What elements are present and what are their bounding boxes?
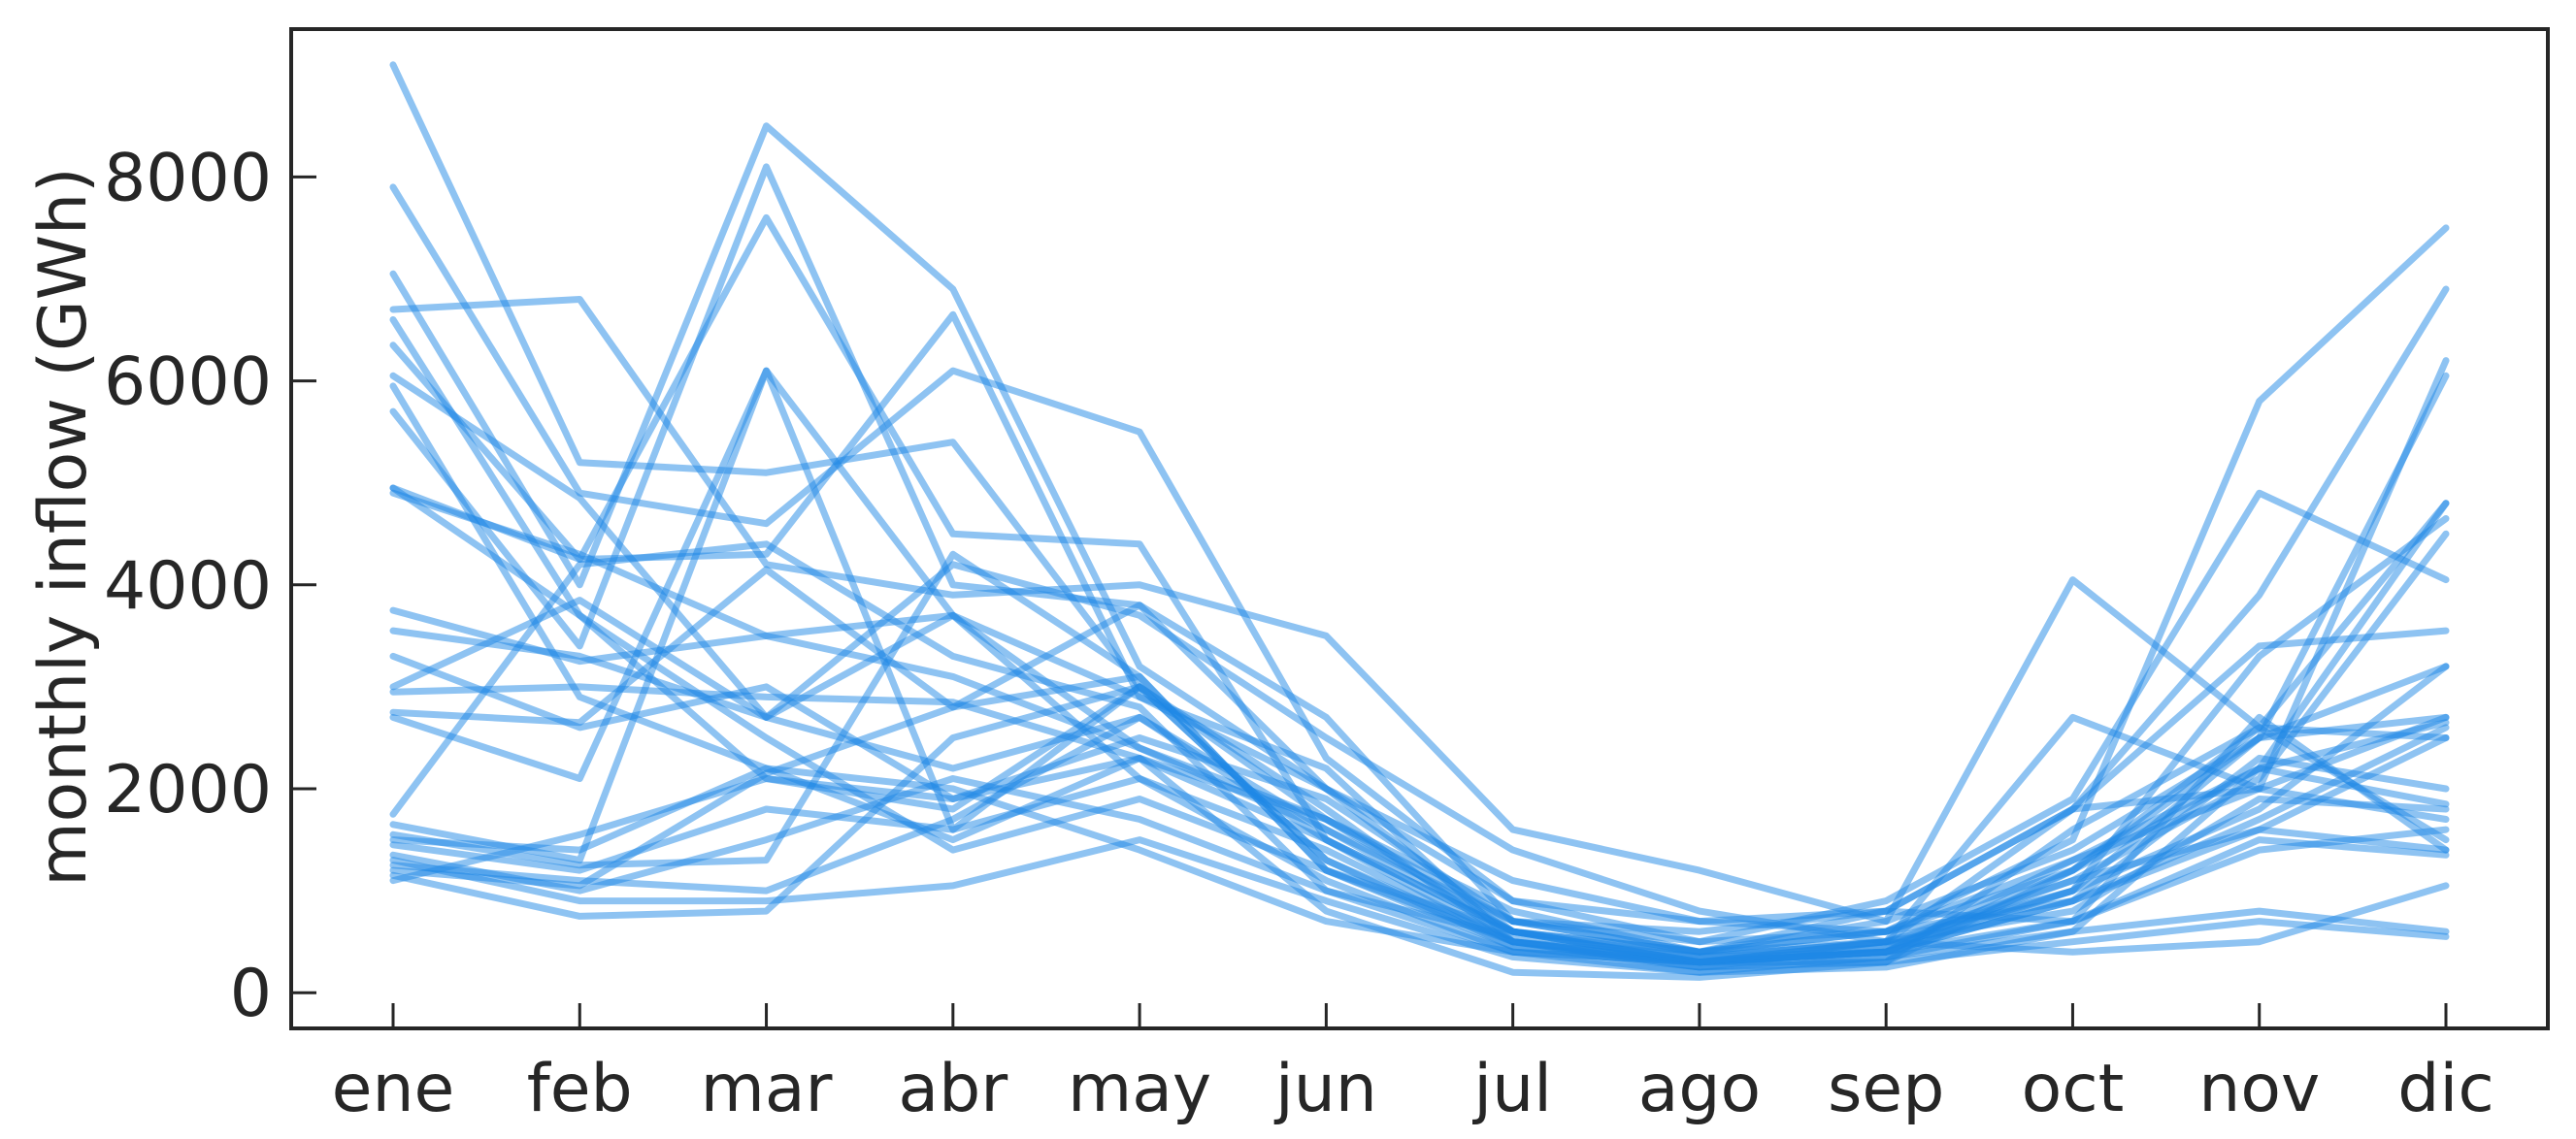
x-tick-label-ago: ago [1638, 1051, 1761, 1127]
x-tick-label-ene: ene [332, 1051, 455, 1127]
plot-frame [289, 27, 2550, 1030]
x-tick-label-dic: dic [2397, 1051, 2493, 1127]
x-tick-label-jun: jun [1273, 1051, 1377, 1127]
series-line-year-18 [389, 550, 2450, 971]
series-line-year-07 [389, 163, 2450, 946]
series-line-year-05 [389, 310, 2450, 966]
x-tick-label-abr: abr [898, 1051, 1007, 1127]
y-axis: 0 2000 4000 6000 8000 [104, 140, 316, 1032]
series-line-year-03 [389, 122, 2450, 926]
series-line-year-11 [389, 561, 2450, 946]
series-line-year-28 [389, 663, 2450, 956]
series-line-year-20 [389, 775, 2450, 960]
x-tick-label-may: may [1068, 1051, 1211, 1127]
y-axis-label: monthly inflow (GWh) [25, 167, 102, 886]
series-line-year-09 [389, 213, 2450, 971]
series-line-year-16 [389, 540, 2450, 960]
series-line-year-27 [389, 316, 2450, 960]
y-tick-label-6000: 6000 [104, 344, 272, 421]
series-line-year-04 [389, 296, 2450, 926]
x-tick-label-sep: sep [1828, 1051, 1944, 1127]
y-tick-label-0: 0 [230, 956, 272, 1032]
series-line-year-22 [389, 836, 2450, 976]
series-line-year-30 [389, 382, 2450, 976]
y-tick-label-8000: 8000 [104, 140, 272, 216]
x-axis: ene feb mar abr may jun jul ago sep oct nov dic [332, 1003, 2494, 1127]
y-tick-label-4000: 4000 [104, 548, 272, 625]
x-tick-label-oct: oct [2022, 1051, 2125, 1127]
series-line-year-29 [389, 713, 2450, 966]
y-tick-label-2000: 2000 [104, 752, 272, 829]
x-tick-label-jul: jul [1471, 1051, 1552, 1127]
series-line-year-23 [389, 602, 2450, 956]
series-lines [389, 61, 2450, 981]
series-line-year-06 [389, 372, 2450, 956]
x-tick-label-mar: mar [701, 1051, 833, 1127]
series-line-year-25 [389, 755, 2450, 981]
x-tick-label-nov: nov [2198, 1051, 2320, 1127]
x-tick-label-feb: feb [527, 1051, 633, 1127]
